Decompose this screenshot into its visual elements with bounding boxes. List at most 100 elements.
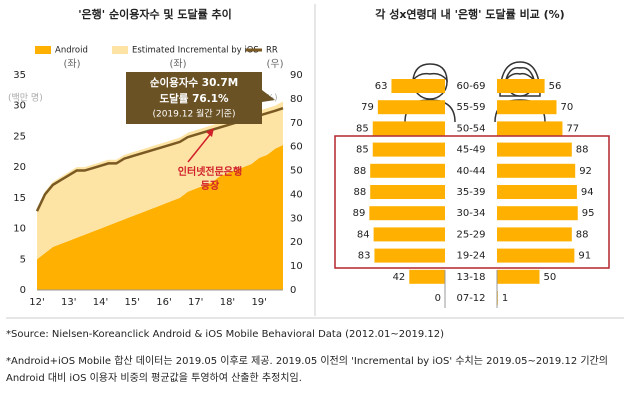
bar: [497, 185, 577, 199]
y2-tick-label: 0: [290, 285, 296, 296]
x-tick-label: 19': [251, 297, 266, 308]
legend-axis-label: (좌): [169, 58, 186, 70]
value-label: 85: [356, 145, 369, 156]
value-label: 70: [561, 102, 574, 113]
footnote: *Android+iOS Mobile 합산 데이터는 2019.05 이후로 …: [6, 356, 608, 384]
bar: [377, 100, 445, 115]
y2-tick-label: 70: [290, 118, 303, 129]
category-label: 07-12: [456, 293, 485, 304]
value-label: 56: [549, 81, 562, 92]
bar: [409, 269, 445, 284]
legend-label: Android: [55, 46, 88, 56]
y2-tick-label: 10: [290, 261, 303, 272]
x-tick-label: 13': [61, 297, 76, 308]
category-label: 19-24: [456, 251, 485, 262]
legend-axis-label: (우): [266, 58, 283, 70]
value-label: 88: [576, 145, 589, 156]
bar: [497, 227, 572, 242]
bar: [497, 269, 540, 284]
bar: [497, 79, 545, 93]
y2-tick-label: 40: [290, 189, 303, 200]
arrow-head: [206, 128, 214, 137]
value-label: 94: [581, 187, 594, 198]
bar: [370, 185, 445, 199]
category-label: 50-54: [456, 123, 485, 134]
category-label: 25-29: [456, 229, 485, 240]
bar: [497, 142, 572, 157]
bar: [373, 227, 445, 242]
category-label: 40-44: [456, 166, 485, 177]
legend-swatch: [35, 46, 51, 54]
y-tick-label: 25: [13, 131, 26, 142]
legend-swatch: [112, 46, 128, 54]
x-tick-label: 18': [220, 297, 235, 308]
y2-tick-label: 90: [290, 70, 303, 81]
y-tick-label: 35: [13, 70, 26, 81]
area: [37, 145, 283, 290]
annotation: 등장: [201, 179, 220, 192]
value-label: 88: [353, 166, 366, 177]
bar: [497, 248, 575, 263]
value-label: 91: [578, 251, 591, 262]
chart-title: 각 성x연령대 내 '은행' 도달률 비교 (%): [375, 7, 564, 21]
value-label: 88: [353, 187, 366, 198]
y-tick-label: 15: [13, 193, 26, 204]
bar: [497, 100, 557, 115]
bar: [372, 121, 445, 136]
y2-tick-label: 60: [290, 142, 303, 153]
legend-axis-label: (좌): [63, 58, 80, 70]
x-tick-label: 16': [156, 297, 171, 308]
value-label: 42: [393, 272, 406, 283]
category-label: 13-18: [456, 272, 485, 283]
bar: [497, 206, 578, 221]
bar: [372, 142, 445, 157]
value-label: 84: [357, 229, 370, 240]
callout: [126, 72, 275, 124]
chart-title: '은행' 순이용자수 및 도달률 추이: [78, 7, 232, 21]
value-label: 88: [576, 229, 589, 240]
category-label: 60-69: [456, 81, 485, 92]
area: [37, 101, 283, 260]
value-label: 85: [356, 123, 369, 134]
bar: [497, 163, 576, 178]
category-label: 55-59: [456, 102, 485, 113]
legend-label: Estimated Incremental by iOS: [132, 46, 259, 56]
category-label: 35-39: [456, 187, 485, 198]
value-label: 92: [579, 166, 592, 177]
legend-label: RR: [266, 46, 278, 56]
x-tick-label: 17': [188, 297, 203, 308]
arrow: [187, 131, 213, 163]
y2-tick-label: 80: [290, 94, 303, 105]
y2-tick-label: 30: [290, 213, 303, 224]
y-tick-label: 30: [13, 101, 26, 112]
category-label: 45-49: [456, 145, 485, 156]
value-label: 77: [566, 123, 579, 134]
value-label: 79: [361, 102, 374, 113]
x-tick-label: 14': [93, 297, 108, 308]
x-tick-label: 12': [29, 297, 44, 308]
chart: '은행' 순이용자수 및 도달률 추이 각 성x연령대 내 '은행' 도달률 비…: [6, 4, 624, 319]
value-label: 95: [582, 208, 595, 219]
bar: [497, 121, 563, 136]
x-tick-label: 15': [124, 297, 139, 308]
y-tick-label: 10: [13, 224, 26, 235]
y-tick-label: 5: [20, 254, 26, 265]
annotation: 인터넷전문은행: [178, 165, 242, 178]
bar: [391, 79, 445, 93]
category-label: 30-34: [456, 208, 485, 219]
annotation: (2019.12 월간 기준): [152, 108, 235, 120]
annotation: 도달률 76.1%: [159, 93, 229, 105]
value-label: 63: [375, 81, 388, 92]
highlight-box: [334, 135, 610, 269]
annotation: 순이용자수 30.7M: [150, 76, 238, 89]
y-tick-label: 0: [20, 285, 26, 296]
bar: [374, 248, 445, 263]
y2-tick-label: 20: [290, 237, 303, 248]
y-tick-label: 20: [13, 162, 26, 173]
value-label: 1: [502, 293, 508, 304]
value-label: 50: [544, 272, 557, 283]
bar: [370, 163, 445, 178]
y2-tick-label: 50: [290, 166, 303, 177]
